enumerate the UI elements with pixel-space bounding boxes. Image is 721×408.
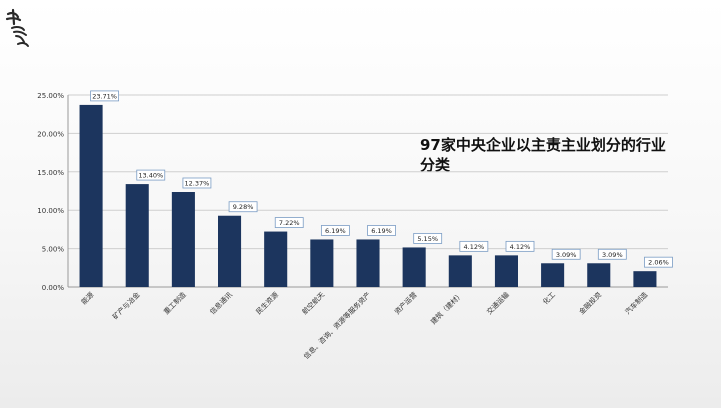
y-tick-label: 15.00%	[37, 169, 64, 177]
bar	[79, 104, 103, 288]
data-label-box	[182, 177, 212, 189]
bar	[494, 255, 518, 287]
data-label-box	[367, 225, 396, 236]
bar	[310, 239, 334, 287]
data-label-box	[136, 169, 166, 181]
bar	[541, 263, 565, 287]
data-label-box	[413, 233, 443, 244]
category-label: 民生资源	[254, 290, 280, 316]
bar	[356, 239, 380, 287]
data-label: 9.28%	[233, 203, 254, 211]
data-label: 12.37%	[185, 179, 210, 187]
data-label: 6.19%	[325, 227, 346, 235]
category-label: 资产运营	[392, 290, 418, 316]
y-tick-label: 5.00%	[42, 246, 65, 254]
category-label: 交通运输	[485, 290, 511, 316]
data-label-box	[228, 201, 258, 213]
category-label: 建筑（建材）	[429, 290, 465, 326]
bar	[125, 184, 149, 287]
data-label-box	[274, 217, 304, 228]
data-label: 2.06%	[648, 259, 669, 267]
y-tick-label: 25.00%	[37, 92, 64, 100]
data-label-box	[90, 90, 120, 102]
chart-title: 97家中央企业以主责主业划分的行业分类	[420, 136, 666, 174]
zhongzhi-logo	[5, 8, 29, 47]
data-label: 23.71%	[92, 92, 117, 100]
data-label: 3.09%	[556, 251, 577, 259]
category-label: 汽车制造	[623, 290, 649, 316]
data-label: 6.19%	[371, 227, 392, 235]
y-tick-label: 10.00%	[37, 207, 64, 215]
bar	[171, 191, 195, 287]
data-label-box	[459, 240, 489, 252]
data-label: 13.40%	[138, 172, 163, 180]
data-label-box	[320, 225, 350, 236]
category-label: 航空航天	[300, 290, 326, 316]
bar	[402, 247, 426, 287]
category-label: 能源	[79, 290, 95, 306]
data-label: 5.15%	[417, 235, 438, 243]
bar	[218, 215, 242, 287]
y-tick-label: 20.00%	[37, 130, 64, 138]
category-label: 重工制造	[162, 290, 188, 316]
data-label: 3.09%	[602, 251, 623, 259]
data-label: 4.12%	[510, 243, 531, 251]
category-label: 矿产与冶金	[111, 290, 142, 321]
category-label: 信息通讯	[208, 290, 234, 316]
data-label: 7.22%	[279, 219, 300, 227]
data-label: 4.12%	[464, 243, 485, 251]
y-tick-label: 0.00%	[42, 284, 65, 292]
category-label: 金融投资	[577, 290, 603, 316]
data-label-box	[644, 256, 673, 268]
category-label: 化工	[541, 290, 557, 306]
bar	[633, 271, 657, 287]
data-label-box	[505, 240, 535, 252]
data-label-box	[597, 248, 627, 260]
bar	[264, 231, 288, 287]
bar	[448, 255, 472, 287]
bar	[587, 263, 611, 287]
data-label-box	[551, 248, 581, 260]
